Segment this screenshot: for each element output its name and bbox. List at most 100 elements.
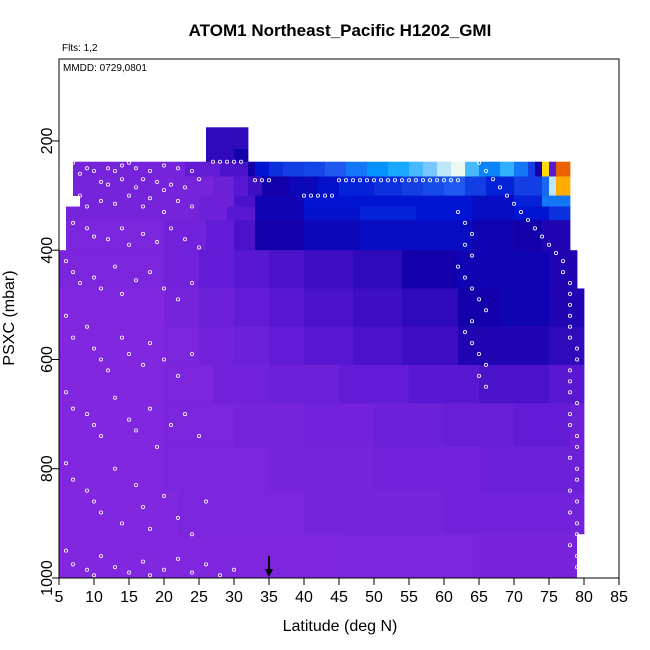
observation-point: [350, 178, 355, 183]
observation-point: [189, 352, 194, 357]
observation-point: [127, 352, 132, 357]
observation-point: [64, 548, 69, 553]
observation-point: [448, 178, 453, 183]
observation-point: [526, 218, 531, 223]
observation-point: [399, 178, 404, 183]
heatmap-cell: [206, 149, 235, 163]
heatmap-cell: [234, 220, 256, 251]
observation-point: [547, 242, 552, 247]
observation-point: [175, 166, 180, 171]
heatmap-cell: [304, 326, 354, 366]
heatmap-cell: [234, 288, 270, 328]
observation-point: [154, 444, 159, 449]
observation-point: [71, 477, 76, 482]
observation-point: [147, 406, 152, 411]
x-tick-label: 25: [190, 589, 208, 606]
observation-point: [568, 379, 573, 384]
observation-point: [469, 253, 474, 258]
observation-point: [175, 556, 180, 561]
observation-point: [92, 234, 97, 239]
observation-point: [71, 270, 76, 275]
x-tick-label: 35: [260, 589, 278, 606]
observation-point: [127, 417, 132, 422]
observation-point: [133, 185, 138, 190]
observation-point: [140, 362, 145, 367]
observation-point: [99, 554, 104, 559]
heatmap-cell: [220, 161, 249, 177]
heatmap-cell: [360, 206, 417, 221]
heatmap-cell: [458, 288, 501, 328]
observation-point: [106, 182, 111, 187]
heatmap-cell: [549, 206, 571, 221]
observation-point: [575, 401, 580, 406]
observation-point: [343, 178, 348, 183]
observation-point: [483, 362, 488, 367]
heatmap-cell: [549, 161, 557, 177]
heatmap-cell: [255, 195, 305, 207]
observation-point: [462, 220, 467, 225]
x-tick-label: 15: [120, 589, 138, 606]
heatmap-cell: [304, 250, 354, 289]
observation-point: [561, 259, 566, 264]
observation-point: [92, 346, 97, 351]
heatmap-cell: [535, 161, 543, 177]
observation-point: [322, 193, 327, 198]
observation-point: [189, 168, 194, 173]
observation-point: [483, 308, 488, 313]
heatmap-cell: [59, 364, 165, 404]
x-tick-label: 85: [610, 589, 628, 606]
heatmap-cell: [59, 446, 165, 491]
observation-point: [99, 179, 104, 184]
heatmap-cell: [59, 403, 165, 448]
observation-point: [427, 178, 432, 183]
observation-point: [64, 461, 69, 466]
observation-point: [203, 562, 208, 567]
observation-point: [168, 182, 173, 187]
observation-point: [568, 423, 573, 428]
heatmap-cell: [444, 490, 585, 535]
observation-point: [161, 567, 166, 572]
heatmap-cell: [570, 403, 585, 448]
heatmap-cell: [353, 250, 403, 289]
heatmap-cell: [416, 220, 473, 251]
heatmap-cell: [73, 161, 186, 177]
heatmap-cell: [360, 195, 417, 207]
observation-point: [315, 193, 320, 198]
observation-point: [336, 178, 341, 183]
heatmap-cell: [255, 161, 270, 177]
x-tick-label: 30: [225, 589, 243, 606]
heatmap-cell: [542, 220, 571, 251]
observation-point: [154, 179, 159, 184]
observation-point: [259, 178, 264, 183]
observation-point: [568, 324, 573, 329]
observation-point: [504, 193, 509, 198]
observation-point: [140, 504, 145, 509]
observation-point: [106, 166, 111, 171]
observation-point: [519, 209, 524, 214]
heatmap-cell: [402, 326, 459, 366]
observation-point: [161, 286, 166, 291]
heatmap-cell: [514, 220, 543, 251]
heatmap-cell: [416, 195, 473, 207]
heatmap-cell: [458, 326, 501, 366]
observation-point: [308, 193, 313, 198]
heatmap-cell: [199, 288, 235, 328]
x-axis-label: Latitude (deg N): [283, 618, 398, 635]
observation-point: [161, 188, 166, 193]
heatmap-cell: [269, 250, 305, 289]
heatmap-cell: [66, 206, 200, 221]
date-note: MMDD: 0729,0801: [63, 63, 147, 74]
observation-point: [568, 412, 573, 417]
observation-point: [575, 554, 580, 559]
observation-point: [85, 226, 90, 231]
heatmap-cell: [178, 490, 305, 535]
observation-point: [85, 412, 90, 417]
heatmap-cell: [556, 176, 571, 196]
observation-point: [71, 160, 76, 165]
observation-point: [196, 245, 201, 250]
heatmap-cell: [542, 161, 550, 177]
observation-point: [175, 373, 180, 378]
heatmap-cell: [290, 176, 319, 196]
heatmap-cells: [59, 127, 585, 579]
